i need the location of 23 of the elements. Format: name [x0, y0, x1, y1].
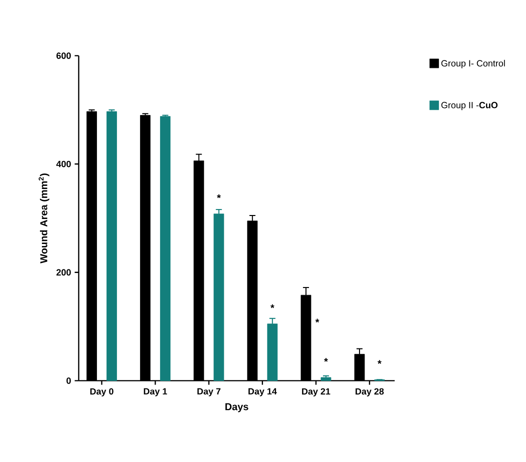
- bar: [214, 214, 224, 381]
- x-tick-label: Day 1: [144, 388, 168, 396]
- y-tick-label: 600: [56, 52, 71, 59]
- y-axis-title: Wound Area (mm$^{2}$): [38, 174, 50, 264]
- bar: [160, 116, 170, 381]
- bar: [106, 111, 117, 381]
- annotation: *: [315, 318, 320, 322]
- y-tick-label: 200: [56, 269, 71, 276]
- legend-label: Group II -CuO: [441, 102, 498, 110]
- x-tick-label: Day 14: [248, 388, 277, 396]
- y-tick-label: 400: [56, 160, 71, 168]
- x-axis-title: Days: [225, 403, 248, 412]
- annotation: *: [216, 194, 221, 198]
- x-tick-label: Day 28: [356, 388, 384, 396]
- x-tick-label: Day 7: [197, 388, 220, 396]
- annotation: *: [324, 358, 328, 362]
- annotation: *: [270, 304, 274, 308]
- legend-label: Group I- Control: [441, 60, 505, 68]
- y-tick-label: 0: [66, 378, 71, 384]
- annotation: *: [378, 360, 382, 364]
- x-tick-label: Day 21: [302, 388, 330, 396]
- x-tick-label: Day 0: [90, 388, 114, 396]
- bar: [320, 377, 332, 381]
